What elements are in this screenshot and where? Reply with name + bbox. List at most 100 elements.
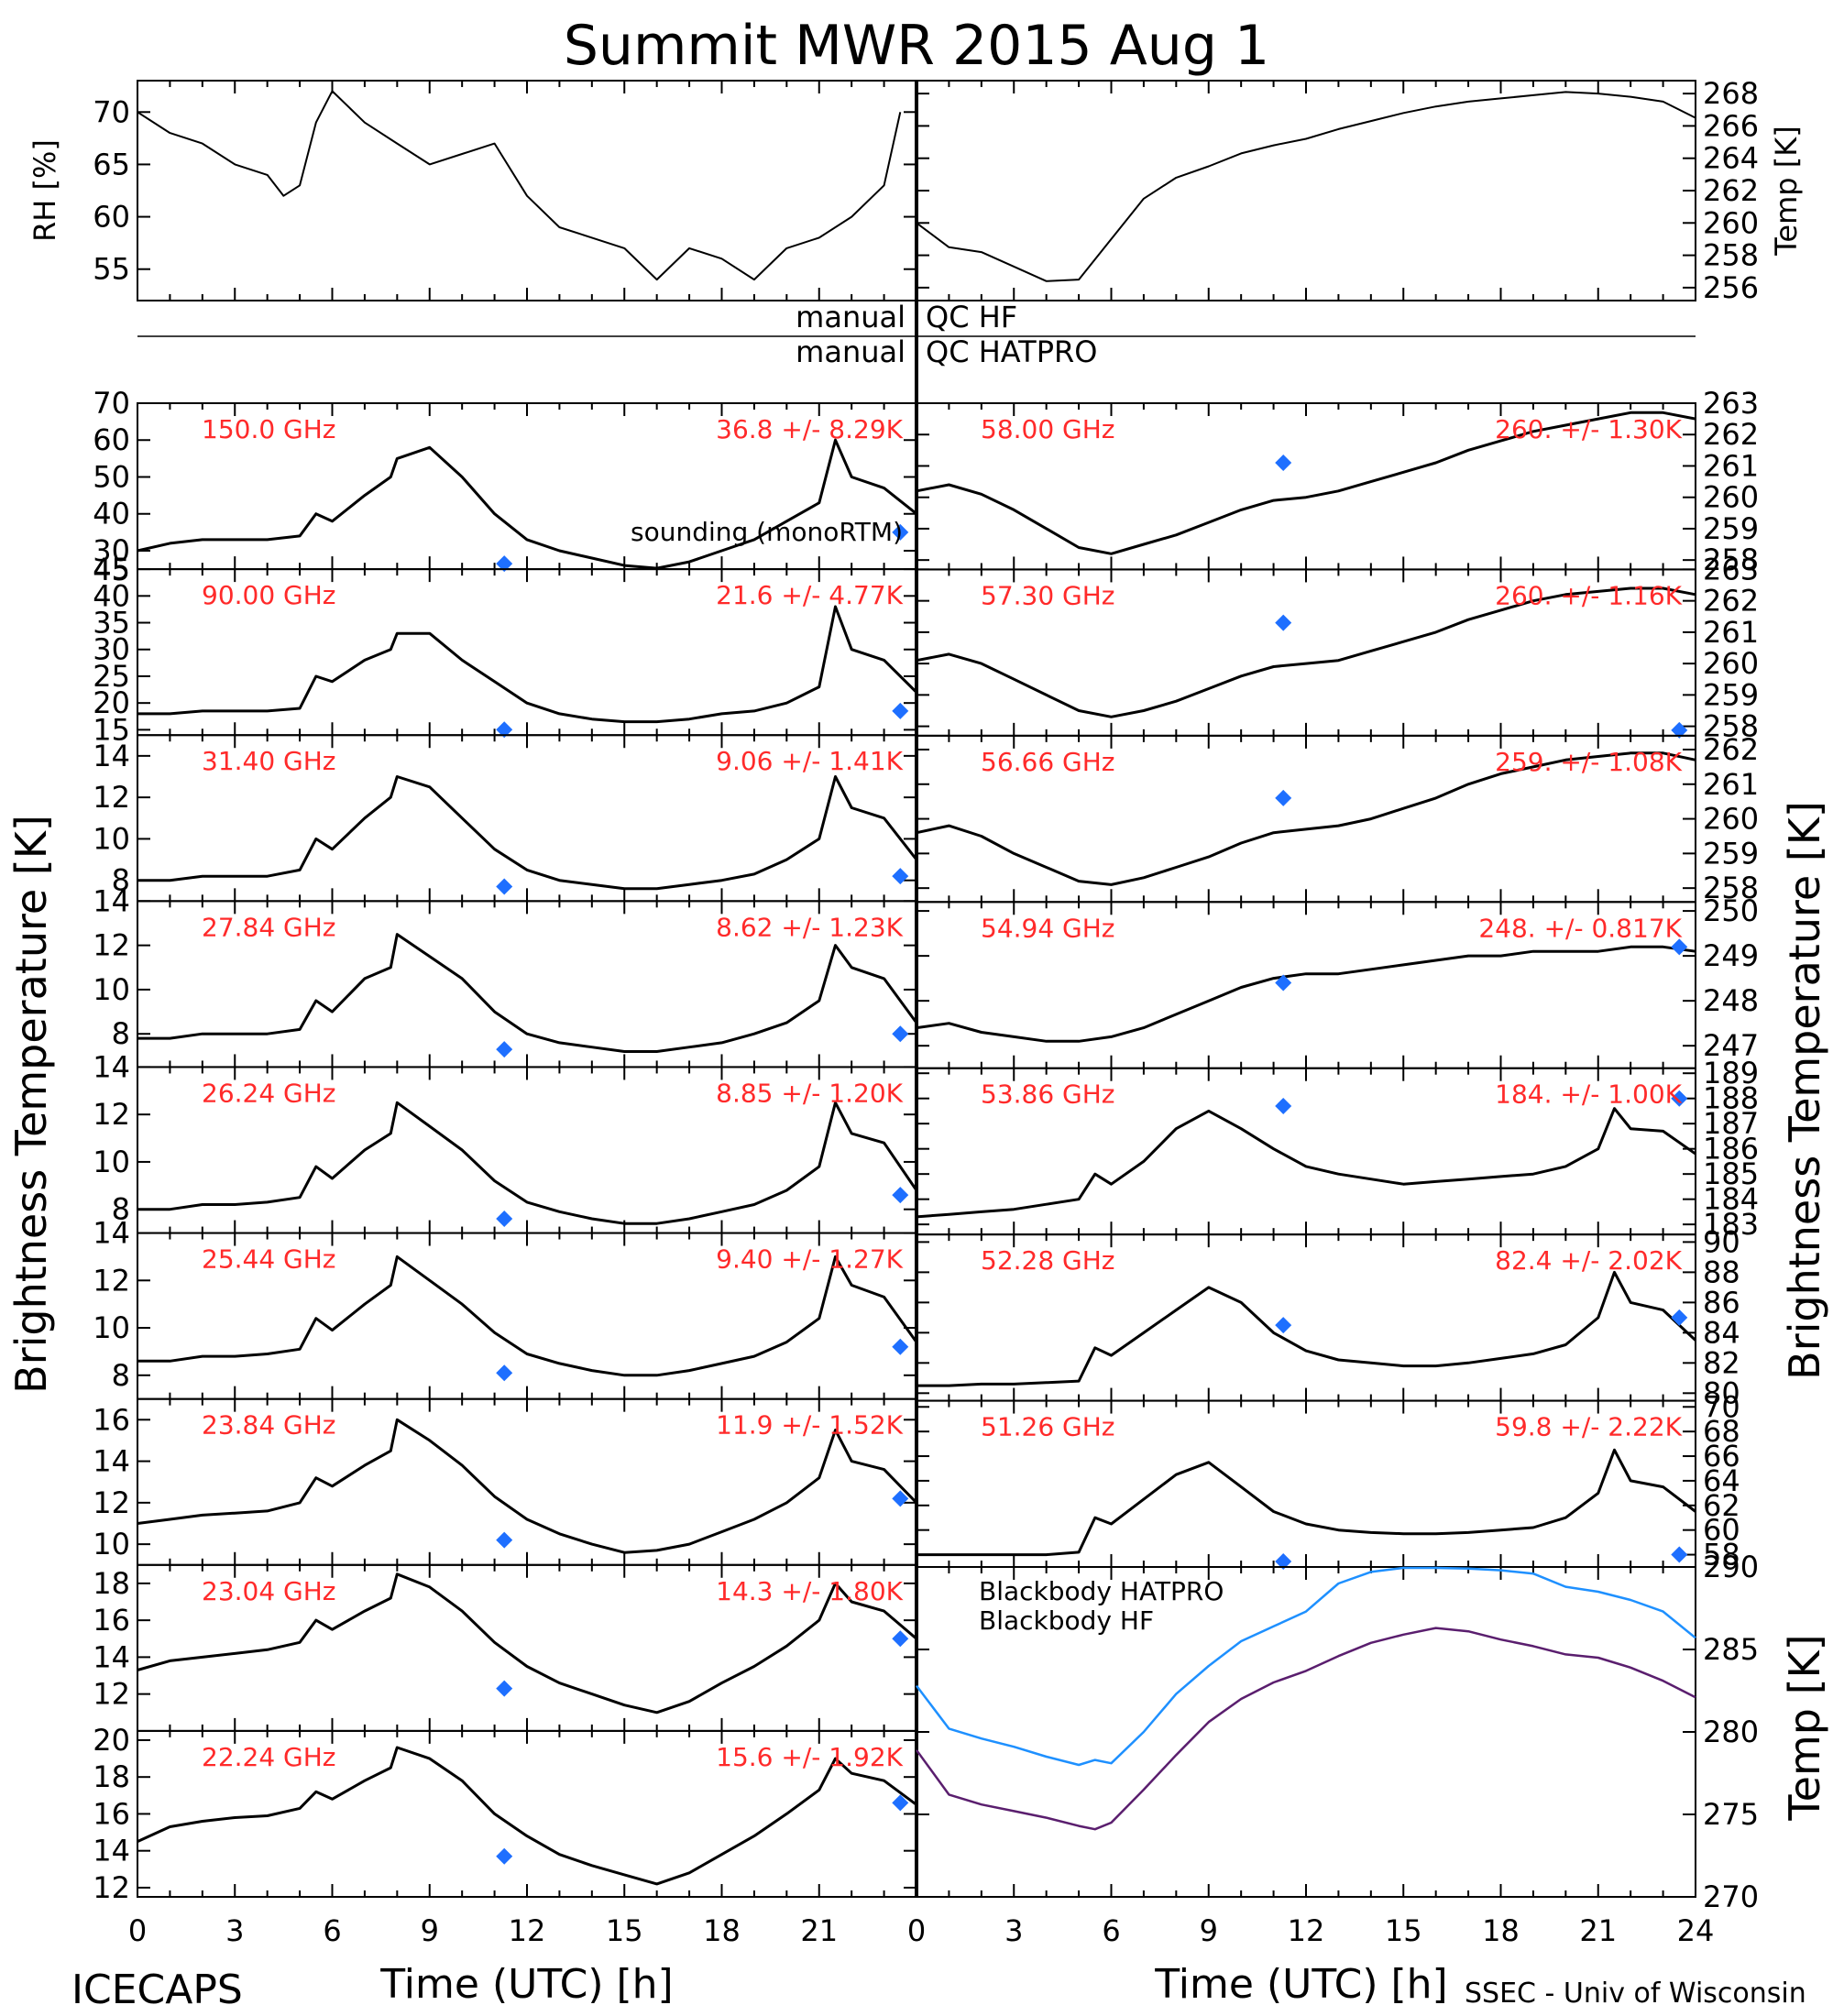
qc-hf-label: QC HF xyxy=(926,300,1017,334)
left-panel-6-stats-label: 11.9 +/- 1.52K xyxy=(716,1410,903,1441)
right-panel-2-series xyxy=(916,751,1696,886)
left-panel-0-freq-label: 150.0 GHz xyxy=(202,414,336,444)
right-panel-6-ytick-label: 68 xyxy=(1703,1414,1740,1449)
right-panel-4-ytick-label: 184 xyxy=(1703,1182,1759,1217)
left-panel-1-sounding-marker xyxy=(892,702,909,719)
right-panel-5-ytick-label: 84 xyxy=(1703,1315,1740,1350)
right-panel-6-ytick-label: 66 xyxy=(1703,1439,1740,1474)
right-panel-0-ytick-label: 259 xyxy=(1703,511,1759,546)
right-panel-0-ytick-label: 260 xyxy=(1703,480,1759,515)
right-panel-4-ytick-label: 185 xyxy=(1703,1156,1759,1191)
right-panel-4-sounding-marker xyxy=(1671,1090,1688,1107)
left-panel-5-sounding-marker xyxy=(892,1338,909,1355)
right-panel-4-series xyxy=(916,1107,1696,1219)
right-panel-0-stats-label: 260. +/- 1.30K xyxy=(1495,414,1682,444)
right-panel-3-sounding-marker xyxy=(1671,938,1688,956)
top-right-ytick-label: 260 xyxy=(1703,205,1759,240)
left-panel-6-series xyxy=(137,1418,918,1554)
right-panel-3-ytick-label: 250 xyxy=(1703,893,1759,928)
x-tick-label-left: 3 xyxy=(225,1913,244,1948)
left-panel-4-ytick-label: 12 xyxy=(93,1097,130,1132)
left-panel-1-sounding-marker xyxy=(496,721,513,739)
left-panel-7-freq-label: 23.04 GHz xyxy=(202,1576,336,1606)
right-panel-1-series xyxy=(916,586,1696,718)
left-panel-0-sounding-marker xyxy=(496,555,513,573)
left-panel-4-sounding-marker xyxy=(496,1211,513,1228)
right-panel-0-ytick-label: 263 xyxy=(1703,386,1759,421)
right-panel-1-ytick-label: 259 xyxy=(1703,677,1759,712)
right-panel-1-stats-label: 260. +/- 1.16K xyxy=(1495,580,1682,610)
left-panel-7-series xyxy=(137,1572,917,1715)
left-panel-3-sounding-marker xyxy=(892,1025,909,1043)
right-panel-4-ytick-label: 188 xyxy=(1703,1081,1759,1116)
left-panel-6-sounding-marker xyxy=(496,1531,513,1549)
left-panel-8-ytick-label: 12 xyxy=(93,1870,130,1905)
x-tick-label-left: 12 xyxy=(509,1913,546,1948)
left-panel-0-stats-label: 36.8 +/- 8.29K xyxy=(716,414,903,444)
right-panel-2-freq-label: 56.66 GHz xyxy=(981,747,1115,777)
left-panel-8-sounding-marker xyxy=(892,1794,909,1812)
left-panel-2-ytick-label: 8 xyxy=(112,863,130,898)
top-right-ytick-label: 266 xyxy=(1703,108,1759,143)
blackbody-series-0 xyxy=(916,1566,1696,1767)
left-panel-7-ytick-label: 14 xyxy=(93,1639,130,1674)
left-panel-3-ytick-label: 14 xyxy=(93,883,130,918)
right-panel-0-ytick-label: 258 xyxy=(1703,542,1759,577)
left-panel-2-freq-label: 31.40 GHz xyxy=(202,746,336,776)
left-panel-6-ytick-label: 12 xyxy=(93,1485,130,1520)
left-panel-1-stats-label: 21.6 +/- 4.77K xyxy=(716,580,903,610)
left-panel-4-stats-label: 8.85 +/- 1.20K xyxy=(716,1078,903,1108)
left-panel-8-series xyxy=(137,1746,917,1886)
sounding-legend-label: sounding (monoRTM) xyxy=(631,517,903,547)
top-right-frame xyxy=(916,80,1696,301)
left-panel-2-sounding-marker xyxy=(496,878,513,895)
qc-hatpro-manual: manual xyxy=(796,334,906,369)
right-panel-3-ytick-label: 247 xyxy=(1703,1028,1759,1063)
left-panel-5-sounding-marker xyxy=(496,1364,513,1382)
ylabel-right: Brightness Temperature [K] xyxy=(1780,801,1829,1380)
left-panel-1-ytick-label: 35 xyxy=(93,606,130,641)
blackbody-ytick-label: 285 xyxy=(1703,1632,1759,1667)
x-tick-label-left: 15 xyxy=(606,1913,643,1948)
blackbody-ytick-label: 290 xyxy=(1703,1550,1759,1584)
right-panel-1-ytick-label: 260 xyxy=(1703,646,1759,681)
right-panel-5-sounding-marker xyxy=(1671,1309,1688,1326)
left-panel-2-stats-label: 9.06 +/- 1.41K xyxy=(716,746,903,776)
x-tick-label-left: 18 xyxy=(703,1913,741,1948)
top-left-ytick-label: 65 xyxy=(93,147,130,181)
left-panel-5-series xyxy=(137,1255,918,1377)
xlabel-left: Time (UTC) [h] xyxy=(379,1961,673,2008)
right-panel-1-sounding-marker xyxy=(1671,721,1688,739)
temp-ylabel: Temp [K] xyxy=(1769,126,1804,256)
x-tick-label-right: 0 xyxy=(907,1913,926,1948)
rh-ylabel: RH [%] xyxy=(27,139,62,242)
left-panel-0-ytick-label: 30 xyxy=(93,533,130,568)
right-panel-5-ytick-label: 90 xyxy=(1703,1224,1740,1259)
top-right-ytick-label: 264 xyxy=(1703,141,1759,176)
x-tick-label-left: 6 xyxy=(323,1913,341,1948)
left-panel-4-sounding-marker xyxy=(892,1187,909,1204)
right-panel-2-ytick-label: 260 xyxy=(1703,802,1759,837)
left-panel-3-series xyxy=(137,933,918,1053)
left-panel-0-series xyxy=(137,438,917,570)
x-tick-label-right: 18 xyxy=(1482,1913,1520,1948)
left-panel-1-ytick-label: 25 xyxy=(93,659,130,694)
left-panel-2-ytick-label: 14 xyxy=(93,739,130,773)
footer-right: SSEC - Univ of Wisconsin xyxy=(1465,1978,1806,2010)
left-panel-8-ytick-label: 16 xyxy=(93,1796,130,1831)
x-tick-label-right: 3 xyxy=(1004,1913,1023,1948)
left-panel-5-ytick-label: 12 xyxy=(93,1263,130,1298)
right-panel-4-freq-label: 53.86 GHz xyxy=(981,1079,1115,1110)
top-left-ytick-label: 70 xyxy=(93,94,130,129)
x-tick-label-left: 9 xyxy=(421,1913,439,1948)
xlabel-right: Time (UTC) [h] xyxy=(1154,1961,1447,2008)
right-panel-5-freq-label: 52.28 GHz xyxy=(981,1245,1115,1276)
left-panel-4-ytick-label: 8 xyxy=(112,1192,130,1227)
left-panel-7-stats-label: 14.3 +/- 1.80K xyxy=(716,1576,903,1606)
top-left-frame xyxy=(137,80,917,301)
right-panel-1-ytick-label: 258 xyxy=(1703,709,1759,744)
blackbody-ytick-label: 275 xyxy=(1703,1797,1759,1832)
right-panel-1-ytick-label: 262 xyxy=(1703,584,1759,619)
x-tick-label-right: 15 xyxy=(1385,1913,1422,1948)
